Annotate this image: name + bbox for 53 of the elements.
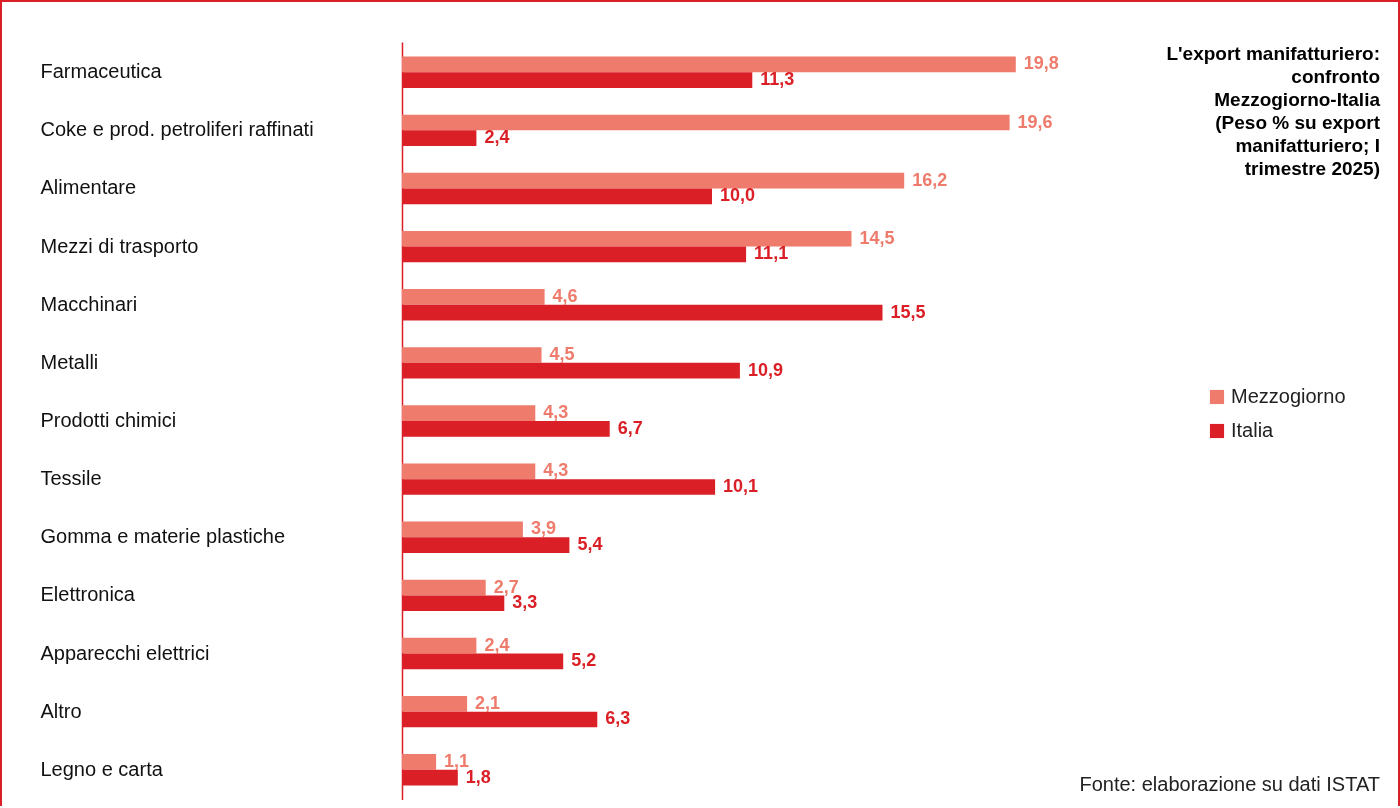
- bar: [402, 289, 545, 305]
- data-label: 10,1: [723, 475, 759, 496]
- y-tick-label: Alimentare: [40, 176, 137, 199]
- y-tick-label: Elettronica: [40, 583, 136, 606]
- data-label: 3,3: [512, 592, 538, 613]
- data-label: 11,1: [754, 243, 789, 264]
- bar: [402, 521, 523, 538]
- bar: [402, 347, 542, 363]
- data-label: 19,6: [1017, 111, 1053, 132]
- data-label: 4,5: [549, 344, 575, 365]
- y-tick-label: Tessile: [40, 467, 102, 490]
- data-label: 15,5: [890, 301, 926, 322]
- data-label: 5,2: [571, 650, 597, 671]
- data-label: 2,4: [484, 634, 510, 655]
- legend-label: Italia: [1231, 419, 1275, 441]
- text: L'export manifatturiero: confronto Mezzogiorno-Italia (Peso % su export manifatturiero; I trimestre 2025): [1165, 42, 1380, 180]
- data-label: 11,3: [760, 69, 795, 90]
- data-label: 2,4: [484, 127, 510, 148]
- bar: [402, 754, 437, 770]
- data-label: 4,6: [552, 285, 578, 306]
- bar: [402, 637, 477, 654]
- y-tick-label: Altro: [40, 699, 82, 722]
- y-tick-label: Prodotti chimici: [40, 409, 177, 431]
- bar: [402, 579, 486, 596]
- data-label: 3,9: [530, 518, 556, 539]
- y-tick-label: Coke e prod. petroliferi raffinati: [40, 118, 314, 141]
- y-tick-label: Mezzi di trasporto: [40, 234, 199, 257]
- bar: [402, 463, 536, 480]
- y-tick-label: Legno e carta: [40, 757, 164, 780]
- y-tick-label: Metalli: [40, 350, 99, 373]
- data-label: 14,5: [859, 227, 895, 248]
- data-label: 10,9: [747, 359, 783, 380]
- legend-label: Mezzogiorno: [1231, 385, 1346, 407]
- data-label: 19,8: [1023, 53, 1059, 74]
- bar: [402, 405, 536, 421]
- data-label: 2,1: [475, 692, 501, 713]
- bar: [402, 172, 905, 189]
- data-label: 6,3: [605, 708, 631, 729]
- y-tick-label: Macchinari: [40, 292, 138, 315]
- data-label: 6,7: [617, 417, 643, 438]
- data-label: 16,2: [912, 169, 948, 190]
- data-label: 4,3: [543, 460, 569, 481]
- y-tick-label: Apparecchi elettrici: [40, 641, 210, 664]
- data-label: 5,4: [577, 534, 603, 555]
- data-label: 10,0: [720, 185, 756, 206]
- bar: [402, 230, 852, 247]
- bar: [402, 56, 1016, 73]
- y-tick-label: Gomma e materie plastiche: [40, 525, 286, 548]
- bar: [402, 114, 1010, 131]
- data-label: 4,3: [543, 402, 569, 423]
- bar: [402, 695, 468, 712]
- y-tick-label: Farmaceutica: [40, 60, 163, 83]
- source-note: Fonte: elaborazione su dati ISTAT: [1079, 773, 1380, 796]
